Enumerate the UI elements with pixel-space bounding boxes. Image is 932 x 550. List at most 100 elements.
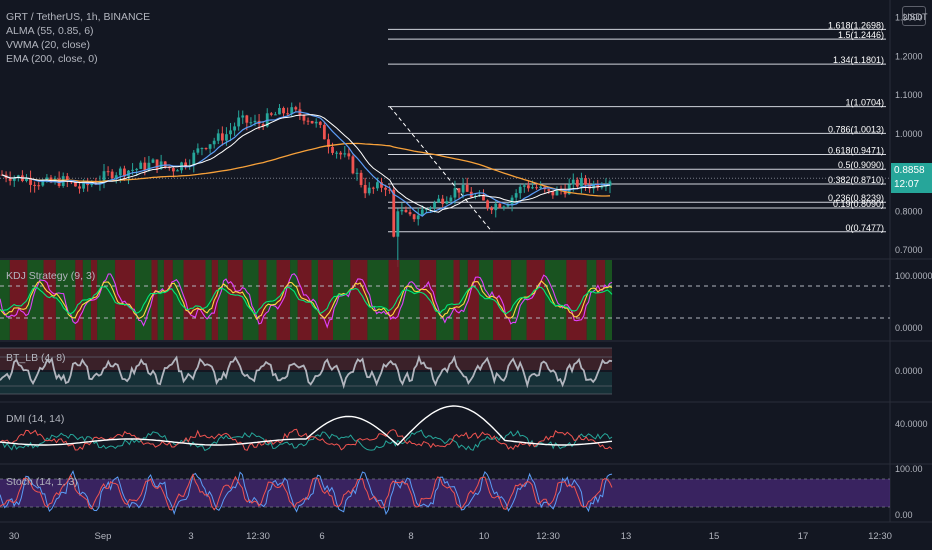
kdj-zone [227, 260, 243, 340]
candle-body [555, 188, 559, 196]
fib-level-label: 0.618(0.9471) [828, 145, 884, 155]
candle-body [131, 169, 134, 171]
stoch-band [0, 479, 890, 507]
stoch-d-line [0, 473, 613, 511]
candle-body [29, 177, 32, 185]
indicator-alma[interactable]: ALMA (55, 0.85, 6) [6, 25, 94, 37]
candle-body [371, 187, 375, 189]
candle-body [551, 190, 555, 196]
candle-body [278, 107, 281, 115]
candle-body [127, 170, 130, 177]
candle-body [273, 114, 277, 116]
kdj-zone [163, 260, 173, 340]
time-axis-label: 15 [709, 531, 720, 542]
candle-body [261, 123, 265, 127]
candle-body [571, 179, 575, 185]
candle-body [592, 183, 596, 189]
candle-body [135, 168, 139, 170]
candle-body [584, 178, 587, 185]
candle-body [441, 198, 445, 204]
candle-body [41, 181, 45, 186]
candle-body [482, 194, 485, 201]
symbol-title[interactable]: GRT / TetherUS, 1h, BINANCE [6, 11, 151, 23]
kdj-zone [333, 260, 351, 340]
candle-body [400, 209, 404, 212]
candle-body [396, 211, 400, 237]
time-axis-label: 6 [319, 531, 324, 542]
candle-body [143, 162, 147, 170]
candle-body [245, 115, 249, 123]
candle-body [196, 148, 200, 153]
btlb-line [0, 354, 613, 390]
candle-body [176, 170, 179, 172]
candle-body [290, 107, 294, 114]
kdj-zone [297, 260, 312, 340]
dmi-title[interactable]: DMI (14, 14) [6, 413, 65, 425]
time-axis-label: 30 [9, 531, 20, 542]
kdj-zone [511, 260, 527, 340]
dmi-adx-line [0, 405, 613, 446]
candle-body [596, 183, 600, 188]
candle-body [16, 175, 20, 178]
candles [0, 102, 612, 268]
candle-body [420, 209, 424, 216]
kdj-zone [151, 260, 158, 340]
fib-level-label: 1.5(1.2446) [838, 30, 884, 40]
kdj-zone [258, 260, 267, 340]
candle-body [322, 124, 326, 140]
kdj-zone [218, 260, 228, 340]
candle-body [343, 153, 347, 155]
kdj-zone [399, 260, 420, 340]
candle-body [514, 193, 518, 198]
fib-level-label: 1.34(1.1801) [833, 55, 884, 65]
indicator-ema[interactable]: EMA (200, close, 0) [6, 53, 98, 65]
candle-body [351, 156, 355, 174]
kdj-tick: 0.0000 [895, 323, 923, 333]
candle-body [535, 187, 538, 189]
candle-body [237, 117, 241, 127]
fib-level-label: 1.618(1.2698) [828, 20, 884, 30]
stoch-k-line [0, 469, 613, 516]
last-price: 0.8858 [894, 165, 925, 176]
candle-body [249, 122, 253, 124]
candle-body [384, 187, 387, 190]
price-legend: GRT / TetherUS, 1h, BINANCE ALMA (55, 0.… [6, 10, 150, 66]
candle-body [163, 161, 167, 167]
candle-body [433, 202, 436, 209]
candle-body [547, 189, 551, 191]
price-tick-label: 1.3000 [895, 13, 923, 23]
kdj-zone [419, 260, 437, 340]
btlb-lower-band [0, 372, 612, 394]
btlb-upper-band [0, 348, 612, 370]
time-axis-label: 8 [408, 531, 413, 542]
currency-badge[interactable]: USDT [902, 6, 928, 26]
time-axis-label: 17 [798, 531, 809, 542]
price-tick-label: 0.7000 [895, 245, 923, 255]
candle-body [502, 206, 506, 209]
btlb-title[interactable]: BT_LB (4, 8) [6, 352, 66, 364]
indicator-vwma[interactable]: VWMA (20, close) [6, 39, 91, 51]
last-price-badge: 0.8858 12:07 [891, 163, 932, 193]
candle-body [539, 186, 543, 189]
kdj-d-line [0, 285, 613, 315]
candle-body [453, 188, 457, 198]
candle-body [118, 168, 122, 176]
kdj-tick: 100.0000 [895, 271, 932, 281]
kdj-zone [544, 260, 567, 340]
candle-body [171, 168, 175, 172]
candle-body [355, 172, 359, 174]
stoch-title[interactable]: Stoch (14, 1, 3) [6, 476, 78, 488]
candle-body [302, 115, 306, 121]
candle-body [33, 184, 37, 186]
kdj-zone [479, 260, 494, 340]
candle-body [608, 181, 612, 186]
stoch-tick: 0.00 [895, 510, 913, 520]
kdj-title[interactable]: KDJ Strategy (9, 3) [6, 270, 96, 282]
kdj-zone [596, 260, 606, 340]
price-tick-label: 0.8000 [895, 206, 923, 216]
candle-body [461, 184, 465, 193]
candle-body [78, 186, 81, 189]
candle-body [310, 121, 314, 124]
